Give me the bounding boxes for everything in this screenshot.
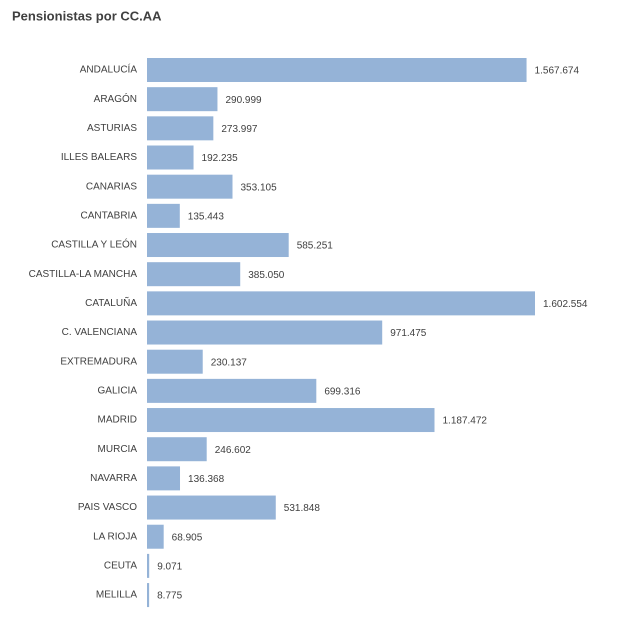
bar bbox=[147, 553, 150, 578]
bar bbox=[147, 58, 527, 82]
value-label: 68.905 bbox=[172, 532, 203, 543]
category-label: MADRID bbox=[98, 415, 137, 426]
category-label: LA RIOJA bbox=[93, 531, 137, 542]
bar bbox=[147, 466, 181, 491]
value-label: 699.316 bbox=[324, 387, 361, 398]
bar bbox=[147, 203, 180, 228]
bar bbox=[147, 583, 150, 608]
category-label: NAVARRA bbox=[90, 473, 137, 484]
category-label: ILLES BALEARS bbox=[61, 152, 137, 163]
value-label: 136.368 bbox=[188, 474, 225, 485]
value-label: 8.775 bbox=[157, 591, 182, 602]
bar bbox=[147, 378, 317, 403]
category-label: MURCIA bbox=[98, 444, 138, 455]
value-label: 1.187.472 bbox=[443, 416, 488, 427]
category-label: PAIS VASCO bbox=[78, 502, 137, 513]
bar bbox=[147, 87, 218, 112]
value-label: 585.251 bbox=[297, 241, 334, 252]
value-label: 9.071 bbox=[157, 562, 182, 573]
category-label: ANDALUCÍA bbox=[80, 63, 138, 76]
category-label: EXTREMADURA bbox=[60, 356, 137, 367]
bar bbox=[147, 116, 214, 141]
value-label: 246.602 bbox=[215, 445, 252, 456]
category-label: C. VALENCIANA bbox=[62, 327, 138, 338]
bar bbox=[147, 174, 233, 199]
bar bbox=[147, 262, 241, 287]
category-label: CEUTA bbox=[104, 561, 137, 572]
bar bbox=[147, 145, 194, 170]
value-label: 1.567.674 bbox=[535, 66, 580, 77]
category-label: ARAGÓN bbox=[94, 92, 137, 105]
bar bbox=[147, 408, 435, 433]
category-label: CANARIAS bbox=[86, 181, 137, 192]
category-label: CASTILLA-LA MANCHA bbox=[29, 269, 138, 280]
value-label: 290.999 bbox=[225, 95, 262, 106]
value-label: 192.235 bbox=[202, 153, 239, 164]
category-label: ASTURIAS bbox=[87, 123, 137, 134]
value-label: 385.050 bbox=[248, 270, 285, 281]
category-label: CATALUÑA bbox=[85, 296, 137, 309]
bar bbox=[147, 291, 535, 316]
bar bbox=[147, 320, 383, 345]
chart-title: Pensionistas por CC.AA bbox=[12, 8, 162, 23]
value-label: 971.475 bbox=[390, 328, 427, 339]
bar bbox=[147, 233, 289, 258]
category-label: MELILLA bbox=[96, 590, 137, 601]
value-label: 273.997 bbox=[221, 124, 258, 135]
value-label: 230.137 bbox=[211, 357, 248, 368]
category-label: CASTILLA Y LEÓN bbox=[51, 238, 137, 251]
value-label: 1.602.554 bbox=[543, 299, 588, 310]
bar bbox=[147, 437, 207, 462]
value-label: 531.848 bbox=[284, 503, 321, 514]
bar bbox=[147, 495, 276, 520]
bar bbox=[147, 524, 164, 549]
value-label: 353.105 bbox=[240, 182, 277, 193]
bar bbox=[147, 349, 203, 374]
value-label: 135.443 bbox=[188, 211, 225, 222]
category-label: GALICIA bbox=[98, 386, 138, 397]
category-label: CANTABRIA bbox=[81, 210, 138, 221]
